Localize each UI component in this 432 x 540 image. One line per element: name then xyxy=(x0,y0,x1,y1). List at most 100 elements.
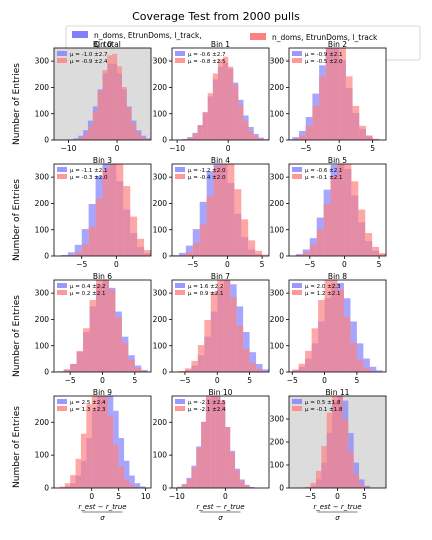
histogram-bar xyxy=(233,85,239,140)
panel-frame xyxy=(171,395,270,489)
panel-legend-swatch xyxy=(57,51,67,56)
panel-legend-label: μ = -0.6 ±2.7 xyxy=(188,52,226,58)
y-tick-label: 100 xyxy=(35,451,50,460)
x-axis-label-col-0: r_est − r_true σ xyxy=(78,503,126,522)
histogram-bar xyxy=(112,53,118,141)
histogram-bar xyxy=(337,289,344,372)
x-tick-label: −5 xyxy=(76,260,87,269)
y-tick-label: 0 xyxy=(279,136,284,145)
x-tick-label: 5 xyxy=(116,492,121,501)
histogram-bar xyxy=(365,135,373,140)
panel-legend-label: μ = -1.2 ±2.0 xyxy=(188,168,226,174)
y-tick-label: 200 xyxy=(270,199,285,208)
histogram-bar xyxy=(187,137,193,140)
y-tick-label: 0 xyxy=(44,136,49,145)
xlabel-denominator: σ xyxy=(335,514,340,522)
histogram-bar xyxy=(83,328,90,372)
panel-title: Bin 10 xyxy=(209,388,233,397)
panel-legend-label: μ = -2.1 ±2.4 xyxy=(188,407,226,413)
panel-legend-swatch xyxy=(292,290,302,295)
histogram-bar xyxy=(86,404,92,488)
histogram-bar xyxy=(343,317,351,372)
histogram-bar xyxy=(258,137,264,140)
histogram-bar xyxy=(81,244,89,256)
histogram-bar xyxy=(80,433,87,488)
histogram-bar xyxy=(332,396,338,488)
histogram-bar xyxy=(298,363,306,372)
panel-legend-swatch xyxy=(175,283,185,288)
panel-legend-swatch xyxy=(57,167,67,172)
histogram-bar xyxy=(236,325,244,372)
histogram-bar xyxy=(353,474,360,488)
panel-bin-1: Bin 1μ = -0.6 ±2.7μ = -0.8 ±2.5−10 001002… xyxy=(153,40,270,153)
histogram-series-track xyxy=(289,280,377,372)
histogram-bar xyxy=(358,209,366,256)
panel-legend-swatch xyxy=(57,399,67,404)
histogram-series-track xyxy=(292,48,380,140)
panel-bin-8: Bin 8μ = 2.0 ±2.3μ = 1.2 ±2.1−5 0 50100200… xyxy=(270,272,387,385)
y-tick-label: 300 xyxy=(153,57,168,66)
y-tick-label: 200 xyxy=(153,83,168,92)
histogram-bar xyxy=(213,165,221,256)
histogram-bar xyxy=(107,415,114,488)
x-tick-label: 0 xyxy=(215,376,220,385)
histogram-bar xyxy=(136,133,142,140)
histogram-series-track xyxy=(295,164,386,256)
histogram-bar xyxy=(134,483,141,488)
histogram-bar xyxy=(67,252,75,256)
histogram-bar xyxy=(311,328,319,372)
y-tick-label: 0 xyxy=(279,484,284,493)
xlabel-denominator: σ xyxy=(100,514,105,522)
histogram-bar xyxy=(234,189,242,256)
y-tick-label: 200 xyxy=(270,315,285,324)
panel-legend-label: μ = 1.3 ±2.3 xyxy=(70,407,106,413)
panel-legend-label: μ = 2.0 ±2.3 xyxy=(305,284,341,290)
y-tick-label: 300 xyxy=(153,289,168,298)
y-tick-label: 300 xyxy=(270,57,285,66)
histogram-bar xyxy=(248,240,256,256)
histogram-bar xyxy=(134,367,142,372)
panel-title: Bin 1 xyxy=(211,40,230,49)
histogram-bar xyxy=(63,369,71,372)
histogram-bar xyxy=(210,292,218,372)
panel-legend-swatch xyxy=(292,283,302,288)
histogram-bar xyxy=(305,486,311,488)
histogram-bar xyxy=(184,368,192,372)
histogram-series-track xyxy=(178,164,269,256)
ylabel-row-2: Number of Entries xyxy=(12,179,22,261)
histogram-bar xyxy=(342,419,349,488)
histogram-bar xyxy=(192,243,200,256)
histogram-bar xyxy=(217,280,224,372)
panel-legend-label: μ = -1.1 ±2.1 xyxy=(70,168,107,174)
y-tick-label: 300 xyxy=(153,173,168,182)
panel-legend-label: μ = 0.5 ±1.8 xyxy=(305,400,341,406)
x-axis-label-col-2: r_est − r_true σ xyxy=(313,503,361,522)
xlabel-denominator: σ xyxy=(218,514,223,522)
histogram-bar xyxy=(70,475,76,488)
histogram-bar xyxy=(144,250,151,256)
panel-legend-swatch xyxy=(57,290,67,295)
panel-legend-label: μ = -0.5 ±2.0 xyxy=(305,59,343,65)
histogram-bar xyxy=(115,317,122,372)
panel-bin-10: Bin 10μ = -2.1 ±2.5μ = -2.1 ±2.4−10 00100… xyxy=(153,388,270,501)
panel-legend-label: μ = -0.4 ±2.0 xyxy=(188,175,226,181)
y-tick-label: 300 xyxy=(270,415,285,424)
panel-legend-label: μ = -0.1 ±1.8 xyxy=(305,407,343,413)
histogram-bar xyxy=(178,252,186,256)
y-tick-label: 300 xyxy=(270,289,285,298)
y-tick-label: 100 xyxy=(153,109,168,118)
histogram-bar xyxy=(202,111,208,140)
x-tick-label: −10 xyxy=(169,492,185,501)
histogram-bar xyxy=(379,253,386,256)
y-tick-label: 0 xyxy=(44,368,49,377)
ylabel-row-4: Number of Entries xyxy=(12,406,22,488)
x-axis-label-col-1: r_est − r_true σ xyxy=(196,503,244,522)
legend-swatch-qtotal xyxy=(72,31,88,38)
histogram-bar xyxy=(76,350,84,372)
y-tick-label: 200 xyxy=(153,418,168,427)
panel-legend-swatch xyxy=(175,51,185,56)
y-tick-label: 0 xyxy=(279,368,284,377)
histogram-bar xyxy=(351,181,359,256)
histogram-bar xyxy=(255,250,263,256)
histogram-bar xyxy=(295,255,303,256)
